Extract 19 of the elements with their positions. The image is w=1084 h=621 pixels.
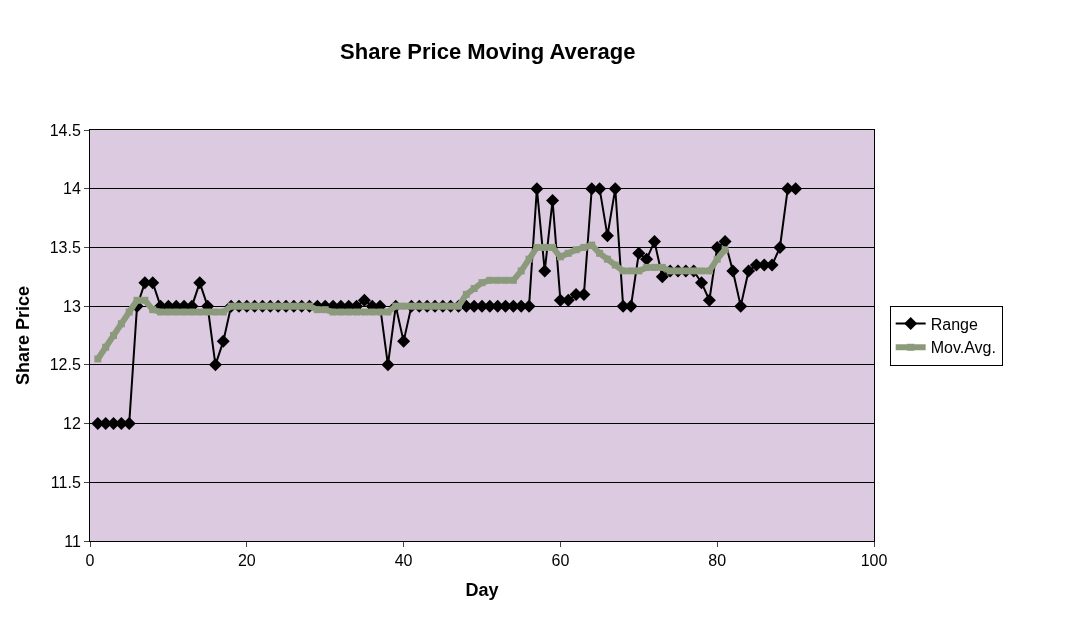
y-tick-label: 14.5 [49,121,81,139]
x-tick-label: 60 [551,552,570,570]
y-tick-label: 11.5 [50,473,81,491]
chart-title: Share Price Moving Average [340,38,636,64]
x-tick-label: 100 [860,552,888,570]
y-tick-label: 13 [63,297,81,315]
y-tick-label: 12 [63,415,81,433]
legend-label: Range [930,315,978,333]
y-tick-label: 14 [63,180,81,198]
y-tick-label: 13.5 [49,239,81,257]
x-tick-label: 80 [708,552,727,570]
legend-label: Mov.Avg. [930,339,996,357]
x-tick-label: 20 [237,552,256,570]
y-tick-label: 12.5 [49,356,81,374]
y-tick-label: 11 [64,532,81,550]
x-tick-label: 40 [394,552,413,570]
x-axis-title: Day [465,580,499,601]
x-tick-label: 0 [85,552,95,570]
y-axis-title: Share Price [12,285,33,386]
